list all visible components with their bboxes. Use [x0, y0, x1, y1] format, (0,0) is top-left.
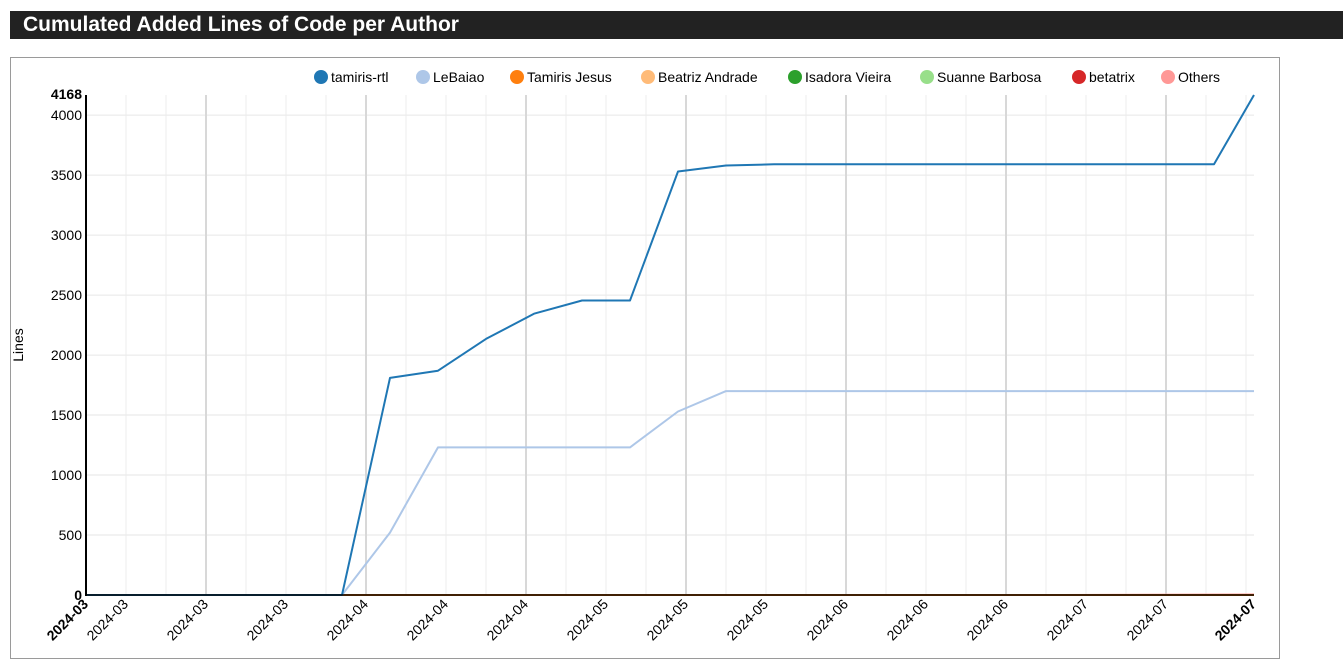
x-tick-label: 2024-04 [403, 596, 451, 644]
legend-label: Beatriz Andrade [658, 69, 758, 85]
y-max-label: 4168 [51, 86, 82, 102]
legend-marker [1161, 70, 1175, 84]
x-tick-label: 2024-06 [883, 596, 931, 644]
legend-marker [314, 70, 328, 84]
x-tick-label: 2024-03 [163, 596, 211, 644]
y-axis-label: Lines [10, 328, 26, 361]
legend-label: Tamiris Jesus [527, 69, 612, 85]
y-tick-label: 500 [59, 527, 83, 543]
legend-marker [416, 70, 430, 84]
y-tick-label: 2000 [51, 347, 82, 363]
legend-label: LeBaiao [433, 69, 485, 85]
legend-marker [641, 70, 655, 84]
x-tick-label: 2024-07 [1043, 596, 1091, 644]
legend-label: betatrix [1089, 69, 1135, 85]
legend-label: Suanne Barbosa [937, 69, 1042, 85]
x-tick-label: 2024-07 [1211, 596, 1259, 644]
x-tick-label: 2024-04 [323, 596, 371, 644]
legend-marker [920, 70, 934, 84]
x-tick-label: 2024-05 [723, 596, 771, 644]
series-line-tamiris-rtl [86, 94, 1255, 596]
x-tick-label: 2024-03 [43, 596, 91, 644]
legend-label: Isadora Vieira [805, 69, 891, 85]
y-tick-label: 4000 [51, 107, 82, 123]
chart-frame [10, 57, 1280, 659]
y-tick-label: 2500 [51, 287, 82, 303]
legend-marker [788, 70, 802, 84]
y-tick-label: 3000 [51, 227, 82, 243]
x-tick-label: 2024-06 [803, 596, 851, 644]
y-tick-label: 1500 [51, 407, 82, 423]
legend-label: Others [1178, 69, 1220, 85]
y-tick-label: 3500 [51, 167, 82, 183]
x-tick-label: 2024-06 [963, 596, 1011, 644]
x-tick-label: 2024-03 [83, 596, 131, 644]
y-tick-label: 1000 [51, 467, 82, 483]
x-tick-label: 2024-05 [563, 596, 611, 644]
x-tick-label: 2024-07 [1123, 596, 1171, 644]
y-tick-label: 0 [74, 587, 82, 603]
series-line-lebaiao [86, 390, 1254, 596]
page-title: Cumulated Added Lines of Code per Author [23, 13, 459, 36]
legend-marker [1072, 70, 1086, 84]
legend-marker [510, 70, 524, 84]
x-tick-label: 2024-03 [243, 596, 291, 644]
title-bar: Cumulated Added Lines of Code per Author [10, 11, 1343, 39]
x-tick-label: 2024-04 [483, 596, 531, 644]
legend-label: tamiris-rtl [331, 69, 389, 85]
x-tick-label: 2024-05 [643, 596, 691, 644]
